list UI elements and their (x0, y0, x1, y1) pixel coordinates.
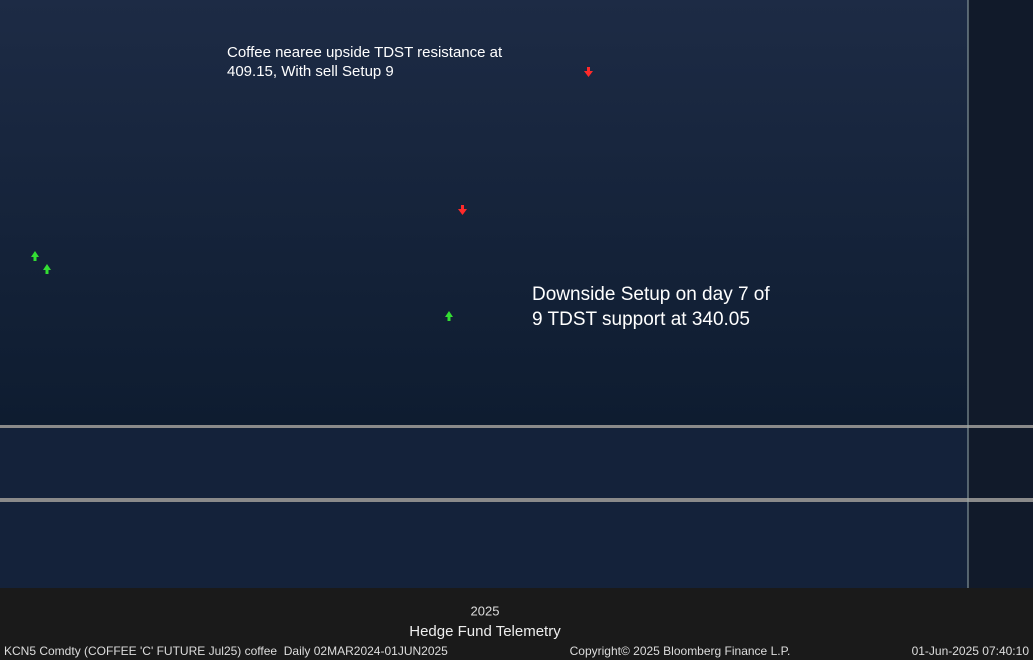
separator (0, 498, 1033, 502)
footer-left: KCN5 Comdty (COFFEE 'C' FUTURE Jul25) co… (4, 644, 448, 658)
annotation: Coffee nearee upside TDST resistance at (227, 44, 503, 61)
footer-right: 01-Jun-2025 07:40:10 (912, 644, 1030, 658)
footer-center: Copyright© 2025 Bloomberg Finance L.P. (570, 644, 791, 658)
price-panel (0, 0, 968, 425)
separator (0, 425, 1033, 428)
annotation: 409.15, With sell Setup 9 (227, 63, 394, 80)
year-label: 2025 (471, 603, 500, 618)
histogram-panel (0, 428, 968, 498)
caption: Hedge Fund Telemetry (409, 623, 561, 640)
annotation: Downside Setup on day 7 of (532, 284, 770, 305)
annotation: 9 TDST support at 340.05 (532, 309, 750, 330)
rsi-panel (0, 502, 968, 588)
right-axis (968, 0, 1033, 588)
